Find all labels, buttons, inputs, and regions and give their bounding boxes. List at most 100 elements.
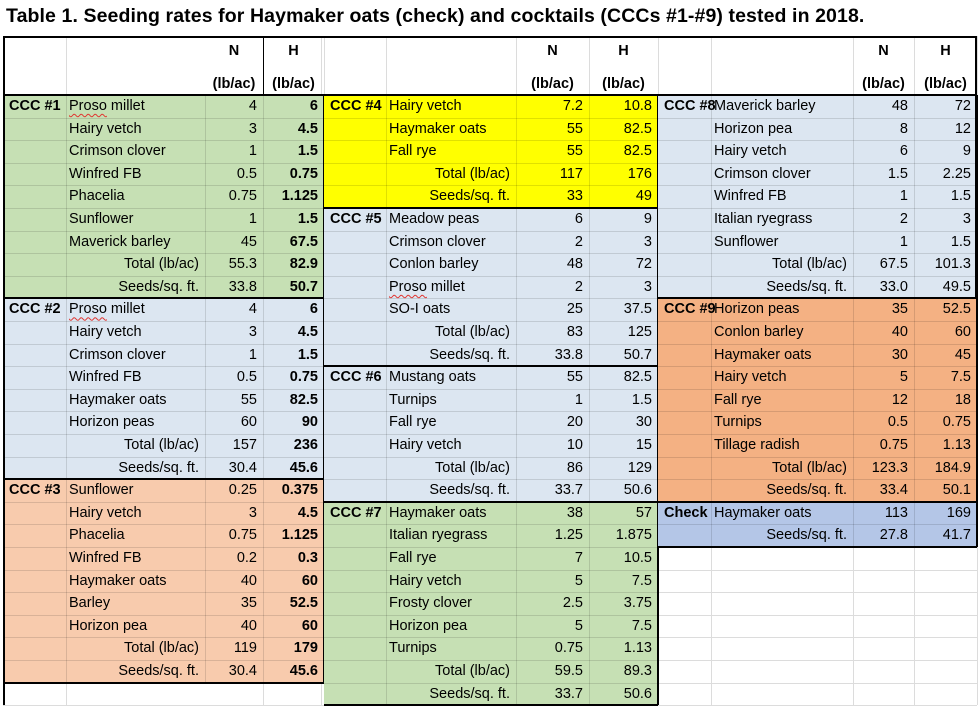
h-value: 12 — [954, 120, 971, 137]
gridline — [914, 95, 915, 299]
n-value: 3 — [248, 120, 257, 137]
h-value: 1.125 — [281, 188, 318, 205]
column-header-unit: (lb/ac) — [531, 76, 574, 92]
gridline — [324, 185, 658, 187]
species-name: Turnips — [714, 414, 762, 431]
column-header-unit: (lb/ac) — [862, 76, 905, 92]
n-value: 1 — [899, 233, 908, 250]
species-name: Crimson clover — [69, 346, 166, 363]
column-header-n: N — [878, 43, 889, 59]
h-value: 60 — [301, 572, 318, 589]
h-value: 7.5 — [631, 617, 652, 634]
h-value: 1.875 — [615, 527, 652, 544]
gridline — [324, 253, 658, 255]
n-value: 48 — [891, 98, 908, 114]
species-name: Haymaker oats — [714, 346, 812, 363]
species-name: Hairy vetch — [389, 98, 462, 114]
h-value: 49 — [635, 188, 652, 205]
species-name: Maverick barley — [714, 98, 816, 114]
gridline — [658, 411, 977, 413]
gridline — [324, 230, 658, 232]
gridline — [324, 524, 658, 526]
n-value: 59.5 — [554, 663, 583, 679]
gridline — [516, 366, 517, 502]
h-value: 52.5 — [289, 595, 318, 612]
species-name: Horizon pea — [69, 617, 148, 634]
h-value: 1.5 — [950, 233, 971, 250]
block-ccc-8 — [658, 95, 977, 299]
h-value: 179 — [293, 640, 318, 657]
gridline — [3, 208, 324, 209]
gridline — [324, 140, 658, 142]
n-value: 123.3 — [871, 459, 908, 476]
h-value: 0.75 — [289, 369, 318, 386]
gridline — [386, 501, 387, 706]
n-value: 40 — [891, 324, 908, 340]
species-name: Winfred FB — [69, 369, 142, 386]
h-value: 60 — [954, 324, 971, 340]
h-value: 4.5 — [297, 324, 318, 340]
h-value: 9 — [962, 143, 971, 160]
h-value: 1.13 — [942, 437, 971, 453]
gridline — [324, 343, 658, 345]
block-id: CCC #6 — [330, 369, 382, 386]
h-value: 82.5 — [623, 120, 652, 137]
column-header-h: H — [288, 43, 299, 59]
gridline — [658, 117, 977, 119]
total-label: Total (lb/ac) — [772, 459, 847, 476]
h-value: 10.5 — [623, 550, 652, 566]
species-name: Haymaker oats — [389, 504, 487, 521]
seeding-rates-table: N (lb/ac) H (lb/ac) N (lb/ac) H (lb/ac) N (lb/ac)… — [3, 36, 978, 708]
n-value: 119 — [233, 640, 257, 657]
gridline — [711, 95, 712, 299]
n-value: 38 — [566, 504, 583, 521]
gridline — [324, 660, 658, 661]
species-name: Phacelia — [69, 527, 125, 544]
gridline — [853, 95, 854, 299]
gridline — [324, 637, 658, 639]
n-value: 30.4 — [228, 663, 257, 679]
gridline — [3, 637, 324, 639]
n-value: 35 — [891, 301, 908, 318]
h-value: 0.375 — [281, 482, 318, 499]
total-label: Seeds/sq. ft. — [766, 482, 847, 499]
gridline — [658, 479, 977, 481]
n-value: 45 — [240, 233, 257, 250]
n-value: 0.75 — [879, 437, 908, 453]
block-border — [3, 297, 324, 300]
species-name: Hairy vetch — [69, 120, 142, 137]
n-value: 0.75 — [228, 527, 257, 544]
n-value: 3 — [248, 504, 257, 521]
n-value: 20 — [566, 414, 583, 431]
block-ccc-3 — [3, 479, 324, 683]
h-value: 184.9 — [934, 459, 971, 476]
species-name: Turnips — [389, 640, 437, 657]
gridline — [3, 501, 324, 503]
gridline — [853, 501, 854, 547]
gridline — [66, 95, 67, 299]
species-name: Proso millet — [69, 301, 145, 318]
block-border — [324, 704, 658, 707]
total-label: Seeds/sq. ft. — [118, 278, 199, 295]
block-id: Check — [664, 504, 708, 521]
block-check — [658, 501, 977, 547]
gridline — [658, 208, 977, 209]
gridline — [658, 230, 977, 232]
n-value: 3 — [248, 324, 257, 340]
gridline — [658, 140, 977, 142]
species-name: Tillage radish — [714, 437, 800, 453]
h-value: 10.8 — [623, 98, 652, 114]
gridline — [205, 95, 206, 299]
species-name: Sunflower — [714, 233, 779, 250]
block-border — [976, 501, 978, 547]
n-value: 157 — [232, 437, 257, 453]
n-value: 1 — [574, 391, 583, 408]
total-label: Total (lb/ac) — [435, 459, 510, 476]
n-value: 55 — [566, 369, 583, 386]
n-value: 4 — [248, 301, 257, 318]
species-name: Italian ryegrass — [389, 527, 488, 544]
species-name: Crimson clover — [714, 165, 811, 182]
h-value: 45.6 — [289, 459, 318, 476]
species-name: Winfred FB — [69, 550, 142, 566]
n-value: 33.8 — [228, 278, 257, 295]
